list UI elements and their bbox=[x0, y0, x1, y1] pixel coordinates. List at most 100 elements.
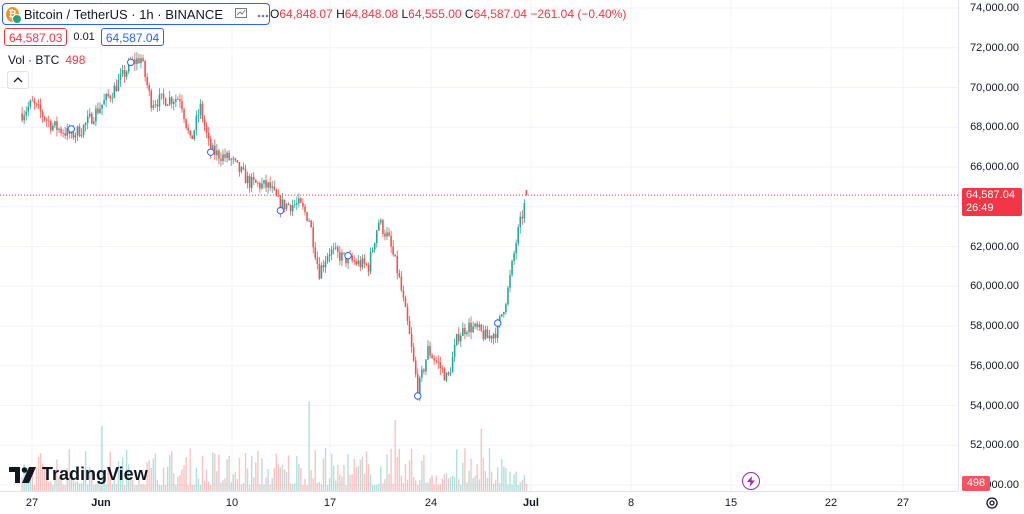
candle-body bbox=[230, 159, 232, 161]
time-tick-label: 10 bbox=[225, 497, 239, 509]
volume-bar bbox=[402, 482, 405, 491]
volume-bar bbox=[107, 467, 109, 491]
volume-bar bbox=[164, 484, 167, 491]
candle-body bbox=[224, 154, 226, 158]
candle-body bbox=[60, 128, 62, 133]
volume-bar bbox=[43, 466, 46, 491]
lightning-icon[interactable] bbox=[742, 472, 760, 490]
volume-legend[interactable]: Vol · BTC 498 bbox=[8, 53, 85, 67]
volume-bar bbox=[464, 448, 466, 491]
chart-area[interactable] bbox=[0, 0, 958, 491]
candle-body bbox=[107, 93, 109, 97]
volume-bar bbox=[374, 484, 376, 491]
volume-bar bbox=[417, 484, 419, 491]
candle-body bbox=[173, 101, 175, 104]
candle-body bbox=[283, 199, 286, 209]
candle-body bbox=[105, 93, 107, 101]
candle-body bbox=[343, 252, 345, 254]
volume-bar bbox=[456, 449, 458, 491]
volume-bar bbox=[87, 484, 89, 491]
more-icon[interactable] bbox=[257, 7, 269, 21]
volume-bar bbox=[289, 483, 292, 491]
volume-bar bbox=[523, 475, 526, 491]
volume-bar bbox=[322, 458, 325, 491]
candle-body bbox=[480, 324, 483, 331]
candle-body bbox=[261, 183, 263, 189]
volume-bar bbox=[140, 484, 142, 491]
last-price-value: 64,587.04 bbox=[966, 189, 1015, 202]
symbol-selector[interactable]: ₿ Bitcoin / TetherUS · 1h · BINANCE bbox=[2, 3, 270, 25]
volume-bar bbox=[70, 473, 72, 491]
candle-body bbox=[156, 104, 159, 107]
collapse-legend-button[interactable] bbox=[7, 71, 29, 89]
candle-body bbox=[363, 258, 366, 264]
price-axis[interactable]: 74,000.00 72,000.00 70,000.00 68,000.00 66,0… bbox=[958, 0, 1024, 491]
volume-bar bbox=[318, 482, 321, 491]
candle-body bbox=[382, 220, 384, 234]
price-tick-label: 58,000.00 bbox=[970, 320, 1019, 332]
candle-body bbox=[248, 175, 251, 188]
volume-bar bbox=[273, 468, 275, 491]
volume-bar bbox=[48, 481, 50, 491]
settings-icon[interactable] bbox=[984, 495, 1000, 511]
candle-body bbox=[273, 186, 276, 190]
chart-canvas[interactable] bbox=[0, 0, 958, 491]
volume-bar bbox=[232, 473, 234, 491]
candle-body bbox=[293, 204, 296, 206]
candle-body bbox=[111, 98, 114, 99]
time-axis[interactable]: 27 Jun 10 17 24 Jul 8 15 22 27 bbox=[0, 491, 958, 514]
volume-bar bbox=[429, 478, 431, 491]
candle-body bbox=[490, 335, 493, 339]
candle-body bbox=[218, 150, 220, 159]
candle-body bbox=[337, 247, 339, 252]
volume-bar bbox=[162, 467, 165, 491]
time-tick-label: 24 bbox=[424, 497, 438, 509]
volume-bar bbox=[152, 458, 154, 491]
candle-body bbox=[162, 93, 165, 99]
volume-bar bbox=[521, 479, 523, 491]
tradingview-logo[interactable]: TradingView bbox=[9, 464, 148, 485]
candle-body bbox=[154, 104, 157, 106]
price-tick-label: 68,000.00 bbox=[970, 121, 1019, 134]
candle-body bbox=[91, 113, 93, 124]
candle-body bbox=[183, 109, 185, 120]
candle-body bbox=[269, 182, 271, 188]
candle-body bbox=[330, 249, 333, 255]
event-marker-icon bbox=[207, 148, 215, 156]
volume-bar bbox=[302, 485, 304, 491]
volume-bar bbox=[60, 469, 62, 491]
candle-body bbox=[429, 345, 431, 356]
buy-price-button[interactable]: 64,587.04 bbox=[100, 28, 165, 46]
volume-bar bbox=[445, 472, 448, 491]
volume-bar bbox=[292, 484, 294, 491]
volume-bar bbox=[470, 458, 472, 491]
volume-bar bbox=[68, 449, 70, 491]
sell-price-button[interactable]: 64,587.03 bbox=[4, 28, 68, 46]
volume-bar bbox=[210, 484, 212, 491]
time-tick-label: 27 bbox=[896, 497, 910, 509]
volume-bar bbox=[312, 478, 314, 491]
bar-style-icon[interactable] bbox=[235, 7, 247, 21]
volume-bar bbox=[80, 483, 83, 491]
volume-bar bbox=[177, 476, 179, 491]
volume-bar bbox=[333, 465, 335, 491]
candle-body bbox=[517, 227, 519, 244]
volume-bar bbox=[296, 456, 298, 491]
candle-body bbox=[78, 126, 81, 137]
candle-body bbox=[423, 369, 425, 372]
volume-bar bbox=[99, 484, 101, 491]
volume-bar bbox=[398, 448, 400, 491]
candle-body bbox=[76, 126, 79, 136]
volume-bar bbox=[121, 457, 124, 491]
price-tick-label: 70,000.00 bbox=[970, 81, 1019, 94]
candle-body bbox=[478, 324, 481, 328]
volume-bar bbox=[376, 484, 378, 491]
candle-body bbox=[320, 265, 323, 279]
candle-body bbox=[121, 70, 124, 75]
time-tick-label: 8 bbox=[627, 497, 635, 509]
candle-body bbox=[103, 100, 105, 105]
volume-bar bbox=[525, 483, 528, 491]
symbol-title: Bitcoin / TetherUS · 1h · BINANCE bbox=[23, 6, 223, 22]
candle-body bbox=[113, 85, 116, 99]
candle-body bbox=[351, 255, 353, 261]
